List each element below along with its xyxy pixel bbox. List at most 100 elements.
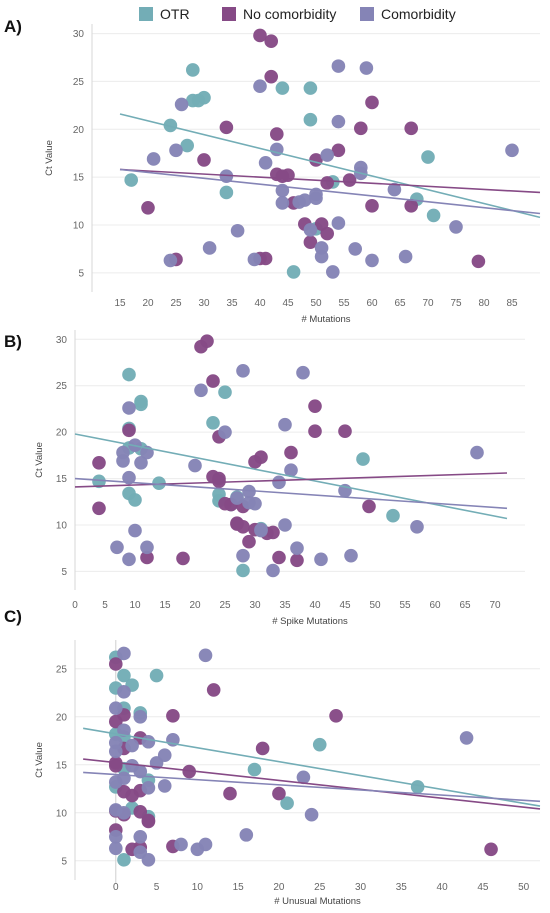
x-tick-label: 65 xyxy=(394,298,406,309)
x-tick-label: 10 xyxy=(129,600,141,611)
x-tick-label: 5 xyxy=(102,600,108,611)
point-no-comorbidity xyxy=(166,709,180,723)
point-no-comorbidity xyxy=(272,550,286,565)
point-comorbidity xyxy=(169,143,183,158)
point-comorbidity xyxy=(117,771,131,786)
y-tick-label: 30 xyxy=(56,335,68,346)
point-comorbidity xyxy=(298,193,312,207)
x-tick-label: 40 xyxy=(309,600,321,611)
point-no-comorbidity xyxy=(365,95,379,110)
point-no-comorbidity xyxy=(133,805,148,819)
point-comorbidity xyxy=(236,364,250,378)
x-tick-label: 55 xyxy=(338,298,350,309)
x-tick-label: 25 xyxy=(170,298,182,309)
point-no-comorbidity xyxy=(140,550,154,565)
legend-label-comorbidity: Comorbidity xyxy=(381,6,456,22)
point-comorbidity xyxy=(272,475,286,490)
x-tick-label: 65 xyxy=(459,600,471,611)
point-comorbidity xyxy=(122,470,136,485)
point-no-comorbidity xyxy=(284,445,298,460)
point-otr xyxy=(386,508,400,523)
point-otr xyxy=(286,265,301,279)
x-tick-label: 50 xyxy=(518,882,530,893)
point-otr xyxy=(236,563,250,578)
x-tick-label: 15 xyxy=(233,882,245,893)
point-otr xyxy=(421,150,435,164)
point-otr xyxy=(312,737,327,752)
point-comorbidity xyxy=(284,463,298,478)
point-comorbidity xyxy=(108,701,123,715)
x-tick-label: 30 xyxy=(198,298,210,309)
legend-swatch-no-comorbidity xyxy=(222,7,236,21)
point-no-comorbidity xyxy=(255,741,270,756)
x-axis-title: # Spike Mutations xyxy=(272,616,348,627)
x-tick-label: 40 xyxy=(254,298,266,309)
point-otr xyxy=(426,208,441,223)
point-otr xyxy=(117,668,131,683)
point-no-comorbidity xyxy=(92,455,106,470)
point-comorbidity xyxy=(140,540,154,555)
x-tick-label: 50 xyxy=(369,600,381,611)
y-tick-label: 10 xyxy=(56,521,68,532)
point-comorbidity xyxy=(230,223,245,238)
point-comorbidity xyxy=(122,552,136,567)
y-tick-label: 20 xyxy=(56,428,68,439)
point-comorbidity xyxy=(296,770,311,785)
point-no-comorbidity xyxy=(182,764,197,779)
chart-panel-b: 5 10 15 20 25 30 0 5 10 15 20 25 30 35 40 45 50 55 60 65 70 #… xyxy=(34,330,525,627)
point-no-comorbidity xyxy=(264,34,279,49)
point-comorbidity xyxy=(146,152,161,166)
chart-panel-a: 5 10 15 20 25 30 15 20 25 30 35 40 45 50 55 60 65 70 75 80 8… xyxy=(44,24,541,325)
y-tick-label: 5 xyxy=(61,567,67,578)
point-comorbidity xyxy=(236,548,250,563)
point-otr xyxy=(163,118,178,133)
x-tick-label: 20 xyxy=(189,600,201,611)
point-no-comorbidity xyxy=(254,450,268,465)
point-no-comorbidity xyxy=(219,120,234,135)
point-no-comorbidity xyxy=(206,683,221,697)
x-tick-label: 35 xyxy=(226,298,238,309)
point-no-comorbidity xyxy=(266,525,280,540)
point-comorbidity xyxy=(117,723,131,738)
legend: OTR No comorbidity Comorbidity xyxy=(139,6,456,22)
point-otr xyxy=(124,173,138,187)
point-no-comorbidity xyxy=(272,786,286,801)
point-comorbidity xyxy=(157,748,172,762)
point-comorbidity xyxy=(141,853,156,867)
x-tick-label: 70 xyxy=(422,298,434,309)
legend-label-otr: OTR xyxy=(160,6,190,22)
point-comorbidity xyxy=(278,518,292,532)
point-no-comorbidity xyxy=(320,226,335,241)
point-otr xyxy=(134,397,148,412)
point-comorbidity xyxy=(108,744,123,759)
x-tick-label: 20 xyxy=(273,882,285,893)
point-comorbidity xyxy=(108,841,123,856)
point-comorbidity xyxy=(331,216,346,230)
point-comorbidity xyxy=(331,114,346,129)
point-no-comorbidity xyxy=(338,424,352,439)
point-no-comorbidity xyxy=(404,199,419,213)
x-tick-label: 25 xyxy=(314,882,326,893)
point-comorbidity xyxy=(117,685,131,699)
point-otr xyxy=(303,81,318,95)
x-tick-label: 70 xyxy=(489,600,501,611)
point-comorbidity xyxy=(326,265,340,279)
point-no-comorbidity xyxy=(365,199,379,213)
point-no-comorbidity xyxy=(362,499,376,514)
point-comorbidity xyxy=(314,552,328,567)
point-comorbidity xyxy=(314,249,329,264)
point-no-comorbidity xyxy=(342,173,357,187)
point-comorbidity xyxy=(108,830,123,844)
point-comorbidity xyxy=(174,837,188,852)
trendline-comorbidity xyxy=(119,168,541,215)
x-tick-label: 45 xyxy=(282,298,294,309)
x-tick-label: 10 xyxy=(192,882,204,893)
x-tick-label: 35 xyxy=(279,600,291,611)
point-no-comorbidity xyxy=(471,254,486,269)
y-axis-title: Ct Value xyxy=(34,442,45,478)
point-otr xyxy=(186,63,200,77)
point-no-comorbidity xyxy=(264,69,279,84)
point-otr xyxy=(117,853,131,867)
point-no-comorbidity xyxy=(223,786,237,801)
point-no-comorbidity xyxy=(253,28,267,43)
